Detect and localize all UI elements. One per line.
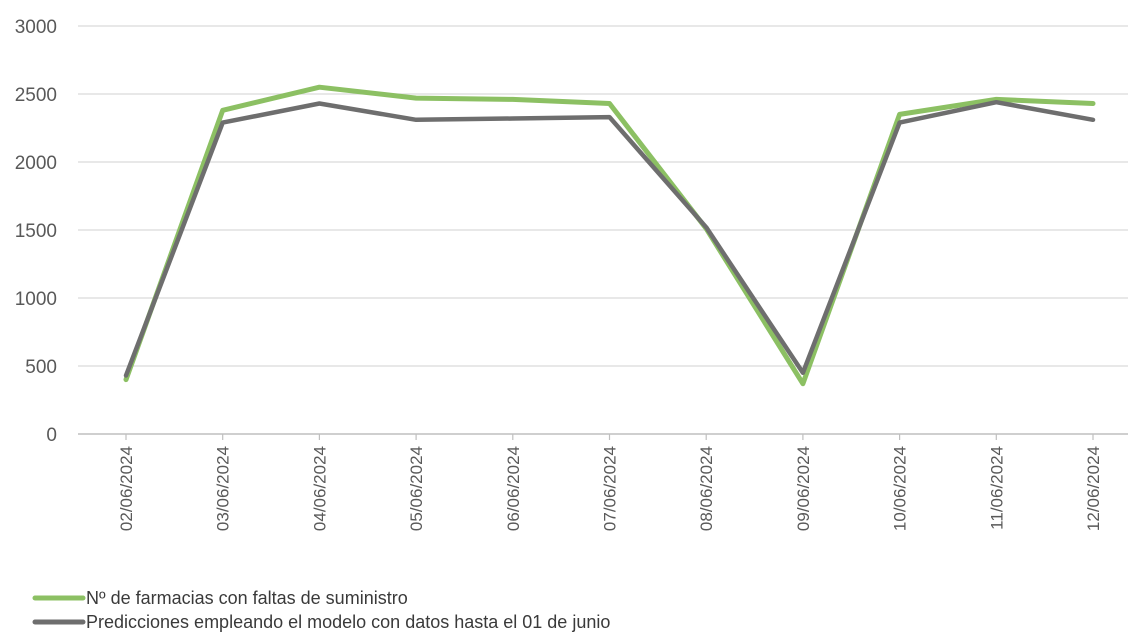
y-tick-label: 1500	[15, 221, 57, 242]
data-point	[995, 100, 998, 104]
legend-label: Nº de farmacias con faltas de suministro	[86, 588, 408, 608]
legend: Nº de farmacias con faltas de suministro…	[32, 588, 610, 632]
data-point	[801, 382, 805, 385]
data-point	[318, 102, 321, 105]
data-point	[705, 226, 708, 229]
series-line-1	[123, 99, 1096, 378]
series-line-0	[123, 84, 1096, 387]
data-point	[898, 121, 901, 124]
x-tick-label: 05/06/2024	[407, 446, 426, 531]
x-tick-label: 11/06/2024	[987, 446, 1006, 530]
y-tick-label: 0	[46, 425, 57, 446]
y-axis-ticks: 0 500 1000 1500 2000 2500 3000	[15, 17, 57, 446]
data-point	[414, 118, 418, 122]
gridlines	[78, 25, 1128, 435]
y-tick-label: 500	[25, 357, 57, 378]
data-point	[124, 378, 128, 381]
data-point	[608, 102, 611, 105]
data-point	[898, 113, 901, 116]
x-tick-label: 08/06/2024	[697, 446, 716, 531]
x-tick-label: 04/06/2024	[310, 446, 329, 531]
x-tick-label: 07/06/2024	[601, 446, 620, 531]
y-tick-label: 2500	[15, 85, 57, 106]
data-point	[221, 121, 224, 124]
data-point	[608, 115, 611, 119]
y-tick-label: 3000	[15, 17, 57, 38]
x-tick-label: 12/06/2024	[1084, 446, 1103, 531]
x-tick-label: 02/06/2024	[117, 446, 136, 531]
data-point	[318, 86, 321, 89]
y-tick-label: 2000	[15, 153, 57, 174]
x-tick-label: 09/06/2024	[794, 446, 813, 531]
data-point	[1091, 102, 1095, 105]
data-point	[124, 374, 128, 377]
y-tick-label: 1000	[15, 289, 57, 310]
data-point	[801, 371, 805, 374]
data-point	[511, 98, 514, 101]
data-point	[221, 109, 224, 112]
legend-label: Predicciones empleando el modelo con dat…	[86, 612, 610, 632]
series-lines	[123, 84, 1096, 387]
x-tick-label: 10/06/2024	[891, 446, 910, 531]
x-tick-label: 03/06/2024	[214, 446, 233, 531]
data-point	[414, 96, 418, 100]
data-point	[511, 117, 514, 120]
data-point	[1091, 118, 1095, 122]
x-axis-ticks: 02/06/2024 03/06/2024 04/06/2024 05/06/2024…	[117, 434, 1103, 531]
x-tick-label: 06/06/2024	[504, 446, 523, 531]
